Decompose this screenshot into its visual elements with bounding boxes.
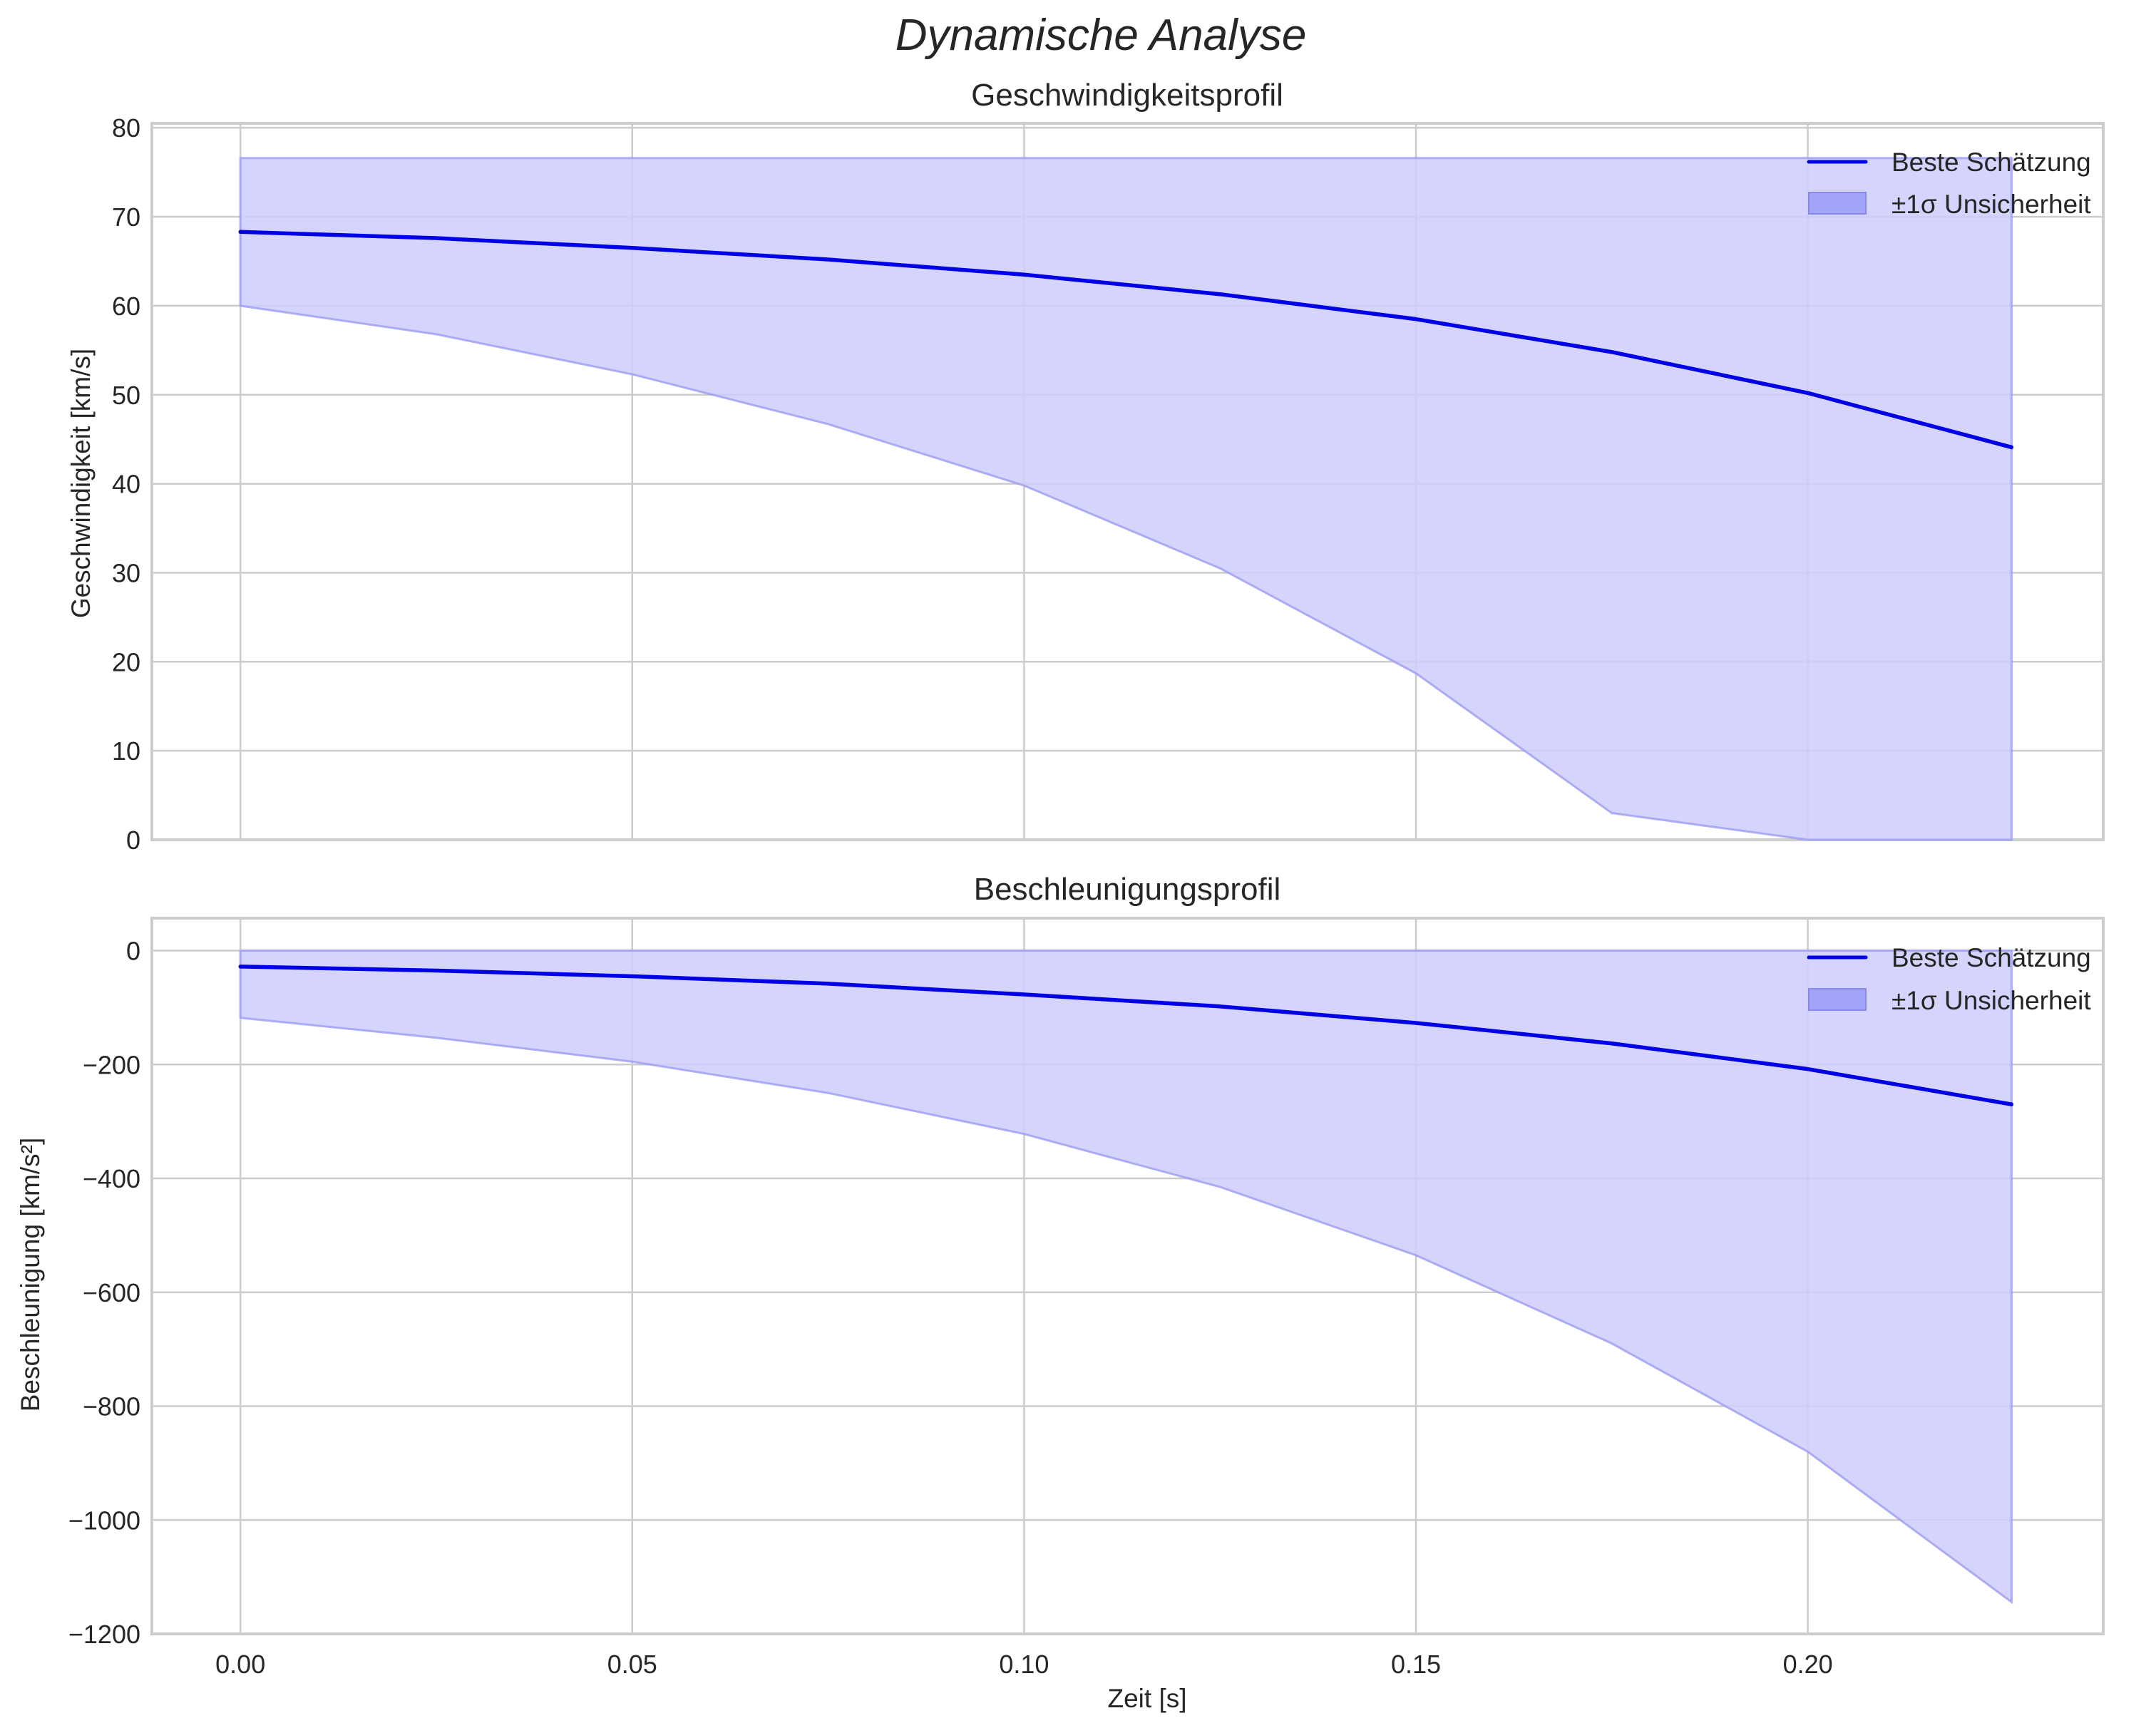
y-tick-label: 40 xyxy=(112,470,140,499)
velocity-legend: Beste Schätzung ±1σ Unsicherheit xyxy=(1807,148,2091,219)
legend-band-swatch-icon xyxy=(1808,988,1867,1011)
y-tick-label: −200 xyxy=(83,1050,140,1079)
velocity-uncertainty-band xyxy=(239,157,2013,841)
acceleration-best-estimate-line xyxy=(238,965,2014,1106)
figure-suptitle: Dynamische Analyse xyxy=(895,11,1307,60)
y-tick-label: −600 xyxy=(83,1278,140,1307)
y-tick-label: 0 xyxy=(126,937,140,966)
acceleration-ylabel: Beschleunigung [km/s²] xyxy=(16,1138,45,1412)
legend-band-label: ±1σ Unsicherheit xyxy=(1891,986,2091,1015)
acceleration-uncertainty-band xyxy=(239,950,2013,1605)
y-tick-label: 50 xyxy=(112,381,140,410)
y-tick-label: −400 xyxy=(83,1164,140,1193)
acceleration-title: Beschleunigungsprofil xyxy=(974,872,1281,907)
x-tick-label: 0.15 xyxy=(1391,1650,1441,1679)
velocity-subplot: Geschwindigkeitsprofil 0 10 20 30 40 50 60 70 80… xyxy=(66,78,2105,855)
y-tick-label: −1200 xyxy=(68,1620,140,1649)
y-tick-label: −1000 xyxy=(68,1506,140,1535)
x-tick-label: 0.05 xyxy=(607,1650,657,1679)
legend-line-label: Beste Schätzung xyxy=(1891,148,2091,177)
x-tick-label: 0.10 xyxy=(999,1650,1049,1679)
y-tick-label: 30 xyxy=(112,558,140,587)
legend-line-label: Beste Schätzung xyxy=(1891,943,2091,972)
velocity-ylabel: Geschwindigkeit [km/s] xyxy=(66,349,96,618)
y-tick-label: 0 xyxy=(126,826,140,855)
legend-band-label: ±1σ Unsicherheit xyxy=(1891,190,2091,219)
legend-band-swatch-icon xyxy=(1808,192,1867,215)
y-tick-label: 70 xyxy=(112,202,140,232)
acceleration-subplot: Beschleunigungsprofil 0 −200 −400 −600 −800 −… xyxy=(16,872,2105,1713)
velocity-best-estimate-line xyxy=(238,230,2014,450)
acceleration-legend: Beste Schätzung ±1σ Unsicherheit xyxy=(1807,943,2091,1015)
x-axis-label: Zeit [s] xyxy=(1107,1684,1186,1713)
y-tick-label: 20 xyxy=(112,647,140,677)
x-tick-label: 0.20 xyxy=(1783,1650,1833,1679)
velocity-title: Geschwindigkeitsprofil xyxy=(971,78,1283,113)
x-ticks: 0.00 0.05 0.10 0.15 0.20 xyxy=(215,1650,1832,1679)
acceleration-y-ticks: 0 −200 −400 −600 −800 −1000 −1200 xyxy=(68,937,140,1649)
y-tick-label: 60 xyxy=(112,292,140,321)
y-tick-label: −800 xyxy=(83,1392,140,1421)
velocity-y-ticks: 0 10 20 30 40 50 60 70 80 xyxy=(112,113,140,855)
y-tick-label: 10 xyxy=(112,736,140,766)
x-tick-label: 0.00 xyxy=(215,1650,265,1679)
y-tick-label: 80 xyxy=(112,113,140,143)
